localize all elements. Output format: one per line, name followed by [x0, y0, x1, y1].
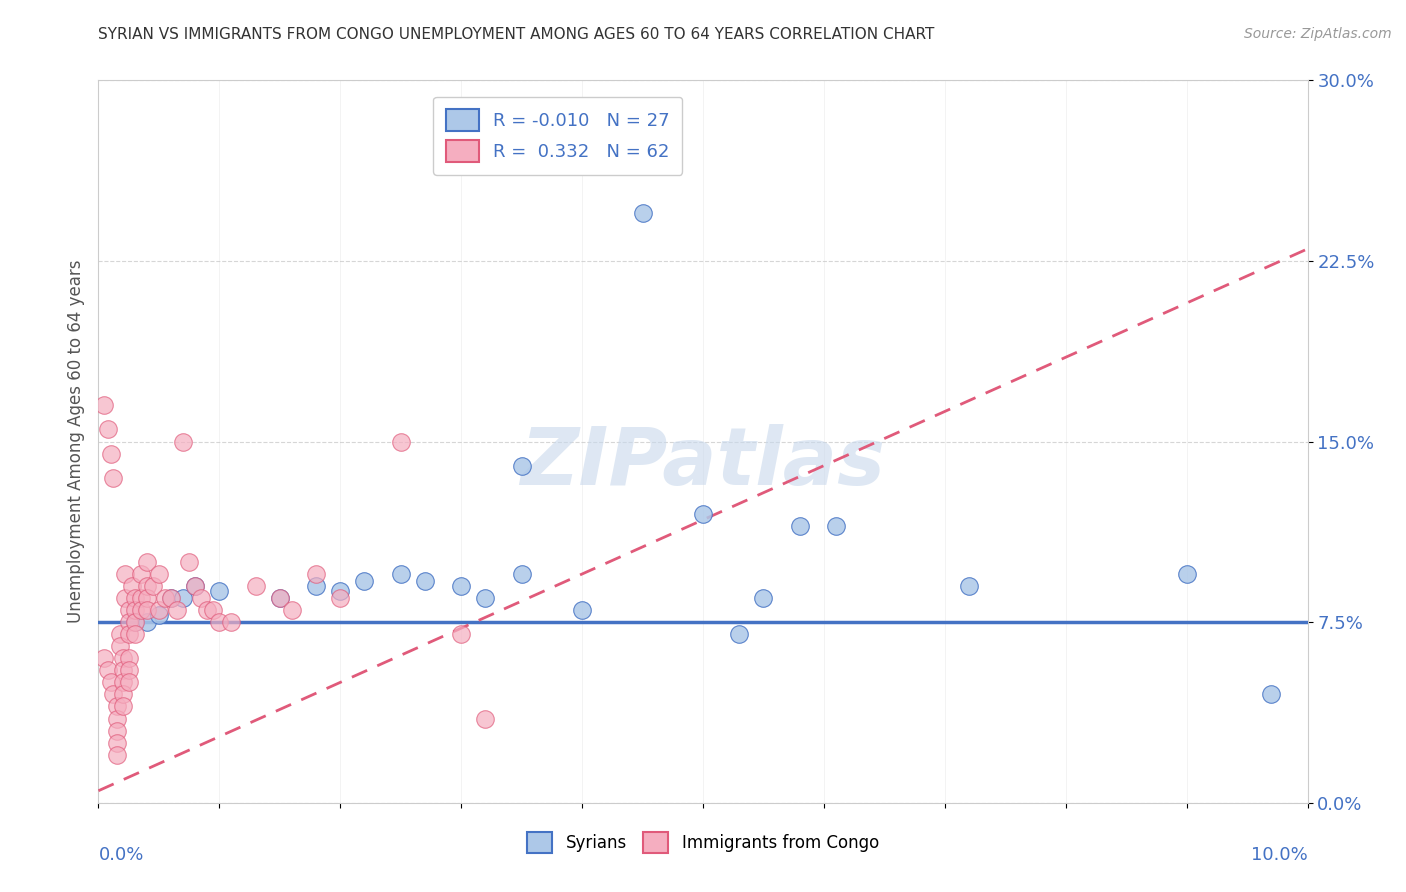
Point — [118, 603, 141, 617]
Point — [114, 567, 136, 582]
Point — [184, 579, 207, 593]
Point — [129, 567, 152, 582]
Point — [510, 458, 533, 473]
Point — [190, 591, 212, 606]
Point — [100, 675, 122, 690]
Point — [101, 687, 124, 701]
Point — [148, 603, 170, 617]
Point — [389, 567, 412, 582]
Point — [124, 627, 146, 641]
Point — [172, 434, 194, 449]
Point — [135, 579, 157, 593]
Point — [166, 603, 188, 617]
Point — [111, 675, 134, 690]
Point — [329, 591, 352, 606]
Point — [450, 579, 472, 593]
Point — [474, 712, 496, 726]
Point — [221, 615, 243, 630]
Point — [93, 651, 115, 665]
Text: SYRIAN VS IMMIGRANTS FROM CONGO UNEMPLOYMENT AMONG AGES 60 TO 64 YEARS CORRELATI: SYRIAN VS IMMIGRANTS FROM CONGO UNEMPLOY… — [98, 27, 935, 42]
Point — [135, 603, 157, 617]
Point — [202, 603, 225, 617]
Point — [353, 574, 375, 589]
Point — [269, 591, 291, 606]
Point — [305, 567, 328, 582]
Point — [111, 651, 134, 665]
Point — [129, 603, 152, 617]
Legend: Syrians, Immigrants from Congo: Syrians, Immigrants from Congo — [520, 826, 886, 860]
Point — [118, 627, 141, 641]
Point — [752, 591, 775, 606]
Point — [692, 507, 714, 521]
Text: ZIPatlas: ZIPatlas — [520, 425, 886, 502]
Point — [179, 555, 201, 569]
Point — [105, 735, 128, 749]
Point — [450, 627, 472, 641]
Point — [121, 579, 143, 593]
Point — [789, 519, 811, 533]
Y-axis label: Unemployment Among Ages 60 to 64 years: Unemployment Among Ages 60 to 64 years — [66, 260, 84, 624]
Point — [631, 205, 654, 219]
Point — [118, 675, 141, 690]
Point — [153, 591, 176, 606]
Point — [510, 567, 533, 582]
Point — [195, 603, 218, 617]
Point — [114, 591, 136, 606]
Point — [118, 615, 141, 630]
Point — [142, 579, 165, 593]
Point — [135, 591, 157, 606]
Point — [1175, 567, 1198, 582]
Point — [105, 712, 128, 726]
Point — [474, 591, 496, 606]
Point — [97, 423, 120, 437]
Point — [135, 615, 157, 630]
Point — [124, 615, 146, 630]
Point — [329, 583, 352, 598]
Point — [172, 591, 194, 606]
Point — [105, 723, 128, 738]
Point — [957, 579, 980, 593]
Point — [97, 664, 120, 678]
Point — [111, 699, 134, 714]
Point — [208, 583, 231, 598]
Point — [160, 591, 183, 606]
Point — [105, 747, 128, 762]
Point — [148, 607, 170, 622]
Point — [108, 627, 131, 641]
Point — [245, 579, 267, 593]
Point — [129, 591, 152, 606]
Point — [389, 434, 412, 449]
Point — [413, 574, 436, 589]
Point — [111, 687, 134, 701]
Point — [124, 615, 146, 630]
Text: 0.0%: 0.0% — [98, 847, 143, 864]
Point — [124, 603, 146, 617]
Point — [118, 651, 141, 665]
Text: 10.0%: 10.0% — [1251, 847, 1308, 864]
Point — [105, 699, 128, 714]
Point — [305, 579, 328, 593]
Point — [1260, 687, 1282, 701]
Point — [108, 639, 131, 653]
Point — [728, 627, 751, 641]
Point — [269, 591, 291, 606]
Point — [281, 603, 304, 617]
Point — [111, 664, 134, 678]
Point — [160, 591, 183, 606]
Point — [148, 567, 170, 582]
Point — [825, 519, 848, 533]
Point — [93, 398, 115, 412]
Point — [135, 555, 157, 569]
Point — [124, 591, 146, 606]
Point — [208, 615, 231, 630]
Point — [118, 664, 141, 678]
Point — [184, 579, 207, 593]
Point — [571, 603, 593, 617]
Point — [101, 471, 124, 485]
Text: Source: ZipAtlas.com: Source: ZipAtlas.com — [1244, 27, 1392, 41]
Point — [100, 446, 122, 460]
